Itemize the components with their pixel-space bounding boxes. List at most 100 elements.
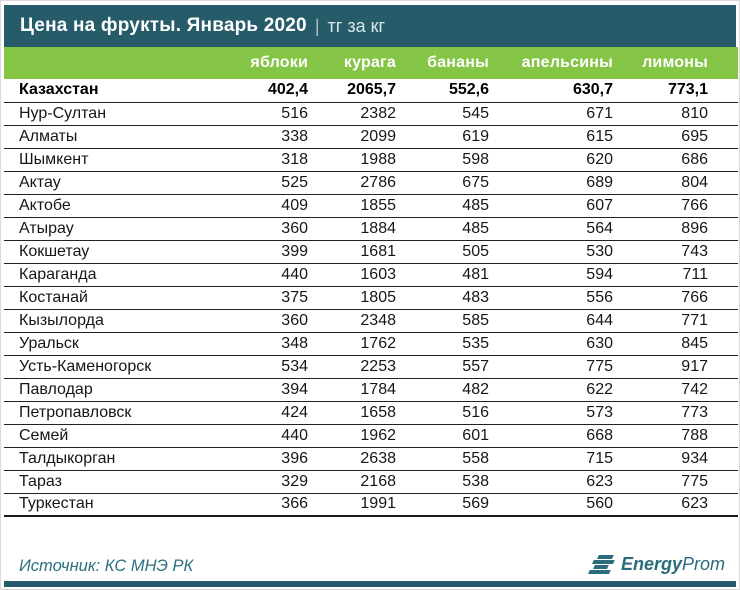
table-row: Павлодар 394 1784 482 622 742 bbox=[4, 378, 738, 402]
row-spacer bbox=[708, 171, 738, 195]
value-cell: 396 bbox=[221, 447, 308, 471]
value-cell: 558 bbox=[396, 447, 489, 471]
city-cell: Туркестан bbox=[4, 493, 221, 517]
value-cell: 557 bbox=[396, 355, 489, 379]
value-cell: 481 bbox=[396, 263, 489, 287]
value-cell: 1762 bbox=[308, 332, 396, 356]
row-spacer bbox=[708, 401, 738, 425]
value-cell: 742 bbox=[613, 378, 708, 402]
value-cell: 485 bbox=[396, 217, 489, 241]
value-cell: 516 bbox=[396, 401, 489, 425]
row-spacer bbox=[708, 493, 738, 517]
value-cell: 1784 bbox=[308, 378, 396, 402]
page-title: Цена на фрукты. Январь 2020 bbox=[20, 15, 307, 36]
row-spacer bbox=[708, 378, 738, 402]
value-cell: 402,4 bbox=[221, 79, 308, 103]
table-row: Актобе 409 1855 485 607 766 bbox=[4, 194, 738, 218]
value-cell: 845 bbox=[613, 332, 708, 356]
value-cell: 348 bbox=[221, 332, 308, 356]
row-spacer bbox=[708, 125, 738, 149]
row-spacer bbox=[708, 263, 738, 287]
row-spacer bbox=[708, 332, 738, 356]
table-row: Шымкент 318 1988 598 620 686 bbox=[4, 148, 738, 172]
value-cell: 329 bbox=[221, 470, 308, 494]
table-row: Тараз 329 2168 538 623 775 bbox=[4, 470, 738, 494]
city-cell: Шымкент bbox=[4, 148, 221, 172]
city-cell: Актау bbox=[4, 171, 221, 195]
value-cell: 630 bbox=[489, 332, 613, 356]
value-cell: 695 bbox=[613, 125, 708, 149]
table-row: Атырау 360 1884 485 564 896 bbox=[4, 217, 738, 241]
table-body: Казахстан 402,4 2065,7 552,6 630,7 773,1… bbox=[4, 79, 738, 517]
column-header-region bbox=[4, 47, 221, 79]
table-row: Талдыкорган 396 2638 558 715 934 bbox=[4, 447, 738, 471]
column-header-bananas: бананы bbox=[396, 47, 489, 79]
value-cell: 483 bbox=[396, 286, 489, 310]
value-cell: 607 bbox=[489, 194, 613, 218]
city-cell: Алматы bbox=[4, 125, 221, 149]
value-cell: 2382 bbox=[308, 102, 396, 126]
row-spacer bbox=[708, 194, 738, 218]
row-spacer bbox=[708, 79, 738, 103]
row-spacer bbox=[708, 424, 738, 448]
table-row: Петропавловск 424 1658 516 573 773 bbox=[4, 401, 738, 425]
value-cell: 668 bbox=[489, 424, 613, 448]
value-cell: 482 bbox=[396, 378, 489, 402]
value-cell: 375 bbox=[221, 286, 308, 310]
row-spacer bbox=[708, 240, 738, 264]
value-cell: 711 bbox=[613, 263, 708, 287]
city-cell: Уральск bbox=[4, 332, 221, 356]
table-row: Уральск 348 1762 535 630 845 bbox=[4, 332, 738, 356]
value-cell: 1884 bbox=[308, 217, 396, 241]
city-cell: Кызылорда bbox=[4, 309, 221, 333]
title-separator: | bbox=[314, 15, 320, 36]
energyprom-wordmark: EnergyProm bbox=[620, 554, 725, 574]
value-cell: 917 bbox=[613, 355, 708, 379]
value-cell: 2786 bbox=[308, 171, 396, 195]
table-row: Алматы 338 2099 619 615 695 bbox=[4, 125, 738, 149]
energyprom-logo: EnergyProm bbox=[588, 554, 725, 575]
value-cell: 594 bbox=[489, 263, 613, 287]
city-cell: Атырау bbox=[4, 217, 221, 241]
value-cell: 399 bbox=[221, 240, 308, 264]
value-cell: 766 bbox=[613, 286, 708, 310]
city-cell: Кокшетау bbox=[4, 240, 221, 264]
value-cell: 360 bbox=[221, 217, 308, 241]
column-header-dried-apricots: курага bbox=[308, 47, 396, 79]
value-cell: 1988 bbox=[308, 148, 396, 172]
title-unit: тг за кг bbox=[327, 15, 386, 36]
city-cell: Семей bbox=[4, 424, 221, 448]
value-cell: 573 bbox=[489, 401, 613, 425]
value-cell: 630,7 bbox=[489, 79, 613, 103]
value-cell: 2099 bbox=[308, 125, 396, 149]
value-cell: 585 bbox=[396, 309, 489, 333]
value-cell: 743 bbox=[613, 240, 708, 264]
city-cell: Талдыкорган bbox=[4, 447, 221, 471]
value-cell: 318 bbox=[221, 148, 308, 172]
summary-row-kazakhstan: Казахстан 402,4 2065,7 552,6 630,7 773,1 bbox=[4, 79, 738, 103]
table-row: Усть-Каменогорск 534 2253 557 775 917 bbox=[4, 355, 738, 379]
value-cell: 564 bbox=[489, 217, 613, 241]
bottom-accent-bar bbox=[4, 581, 736, 587]
value-cell: 538 bbox=[396, 470, 489, 494]
value-cell: 771 bbox=[613, 309, 708, 333]
value-cell: 1805 bbox=[308, 286, 396, 310]
title-bar: Цена на фрукты. Январь 2020 | тг за кг bbox=[4, 5, 736, 47]
value-cell: 535 bbox=[396, 332, 489, 356]
value-cell: 766 bbox=[613, 194, 708, 218]
value-cell: 804 bbox=[613, 171, 708, 195]
price-table: яблоки курага бананы апельсины лимоны Ка… bbox=[4, 47, 738, 517]
row-spacer bbox=[708, 217, 738, 241]
value-cell: 788 bbox=[613, 424, 708, 448]
city-cell: Петропавловск bbox=[4, 401, 221, 425]
row-spacer bbox=[708, 447, 738, 471]
value-cell: 2168 bbox=[308, 470, 396, 494]
value-cell: 556 bbox=[489, 286, 613, 310]
value-cell: 775 bbox=[613, 470, 708, 494]
table-row: Караганда 440 1603 481 594 711 bbox=[4, 263, 738, 287]
value-cell: 366 bbox=[221, 493, 308, 517]
value-cell: 671 bbox=[489, 102, 613, 126]
value-cell: 623 bbox=[613, 493, 708, 517]
value-cell: 1603 bbox=[308, 263, 396, 287]
